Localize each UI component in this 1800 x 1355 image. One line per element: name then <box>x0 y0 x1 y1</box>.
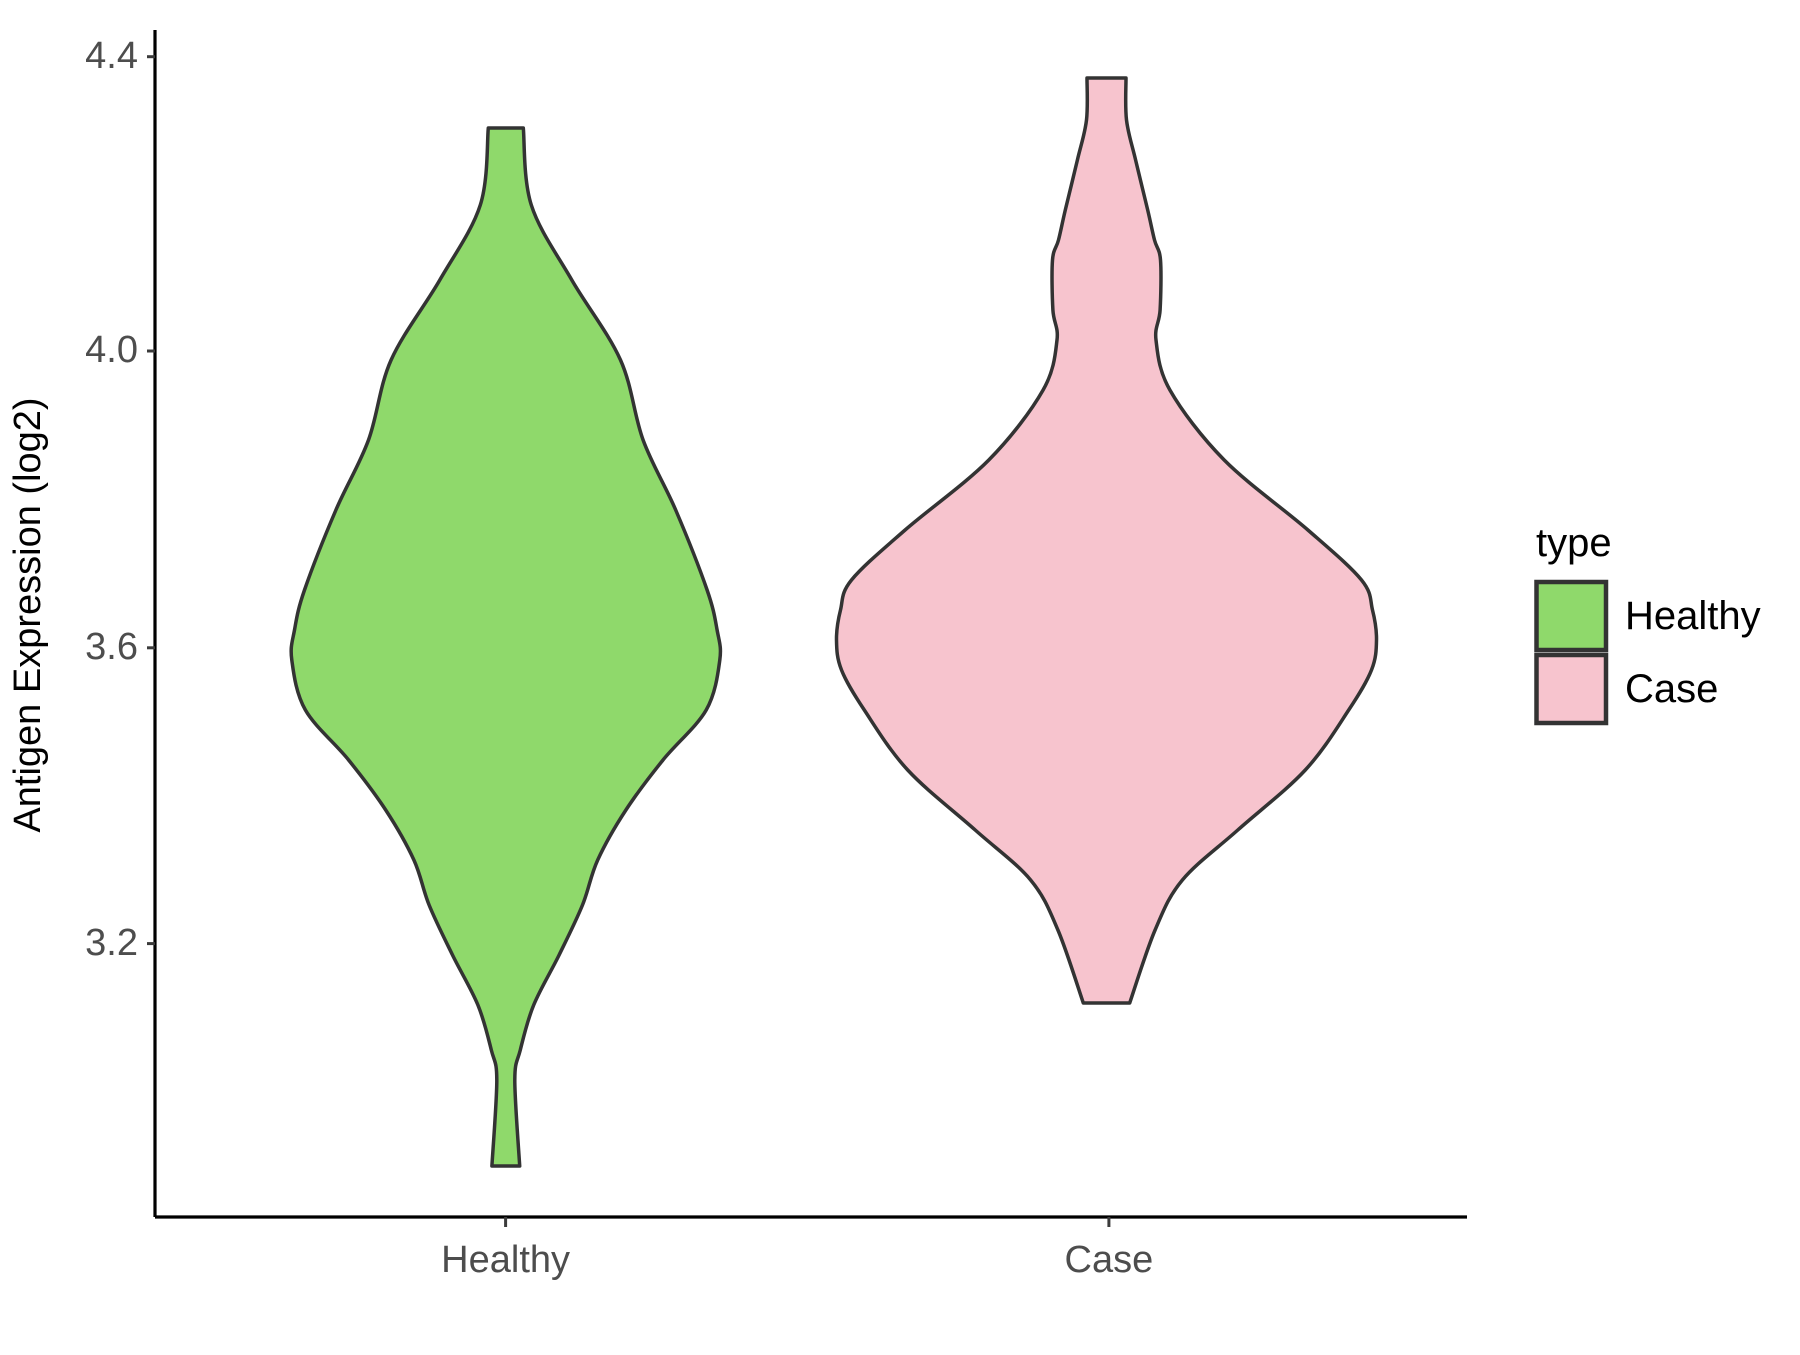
svg-text:Healthy: Healthy <box>1625 594 1761 638</box>
svg-text:3.6: 3.6 <box>85 626 138 668</box>
svg-text:type: type <box>1536 521 1612 565</box>
svg-text:Antigen Expression (log2): Antigen Expression (log2) <box>7 397 49 832</box>
svg-text:Case: Case <box>1065 1239 1154 1281</box>
svg-text:Healthy: Healthy <box>441 1239 570 1281</box>
svg-text:4.4: 4.4 <box>85 35 138 77</box>
svg-text:3.2: 3.2 <box>85 922 138 964</box>
svg-text:Case: Case <box>1625 667 1718 711</box>
svg-text:4.0: 4.0 <box>85 329 138 371</box>
